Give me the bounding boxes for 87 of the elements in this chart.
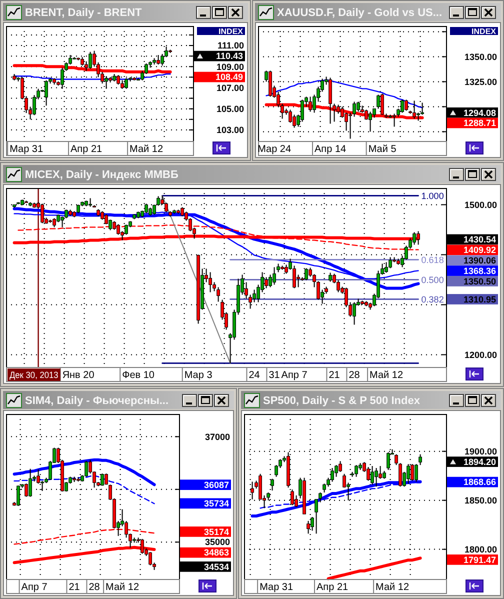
text: 1894.20 <box>463 456 496 467</box>
y-tick-label: 105.00 <box>216 104 244 114</box>
text: 35174 <box>204 526 229 537</box>
y-tick-label: 37000 <box>204 432 230 442</box>
text: 1310.95 <box>463 294 496 304</box>
x-tick-label: Мар 24 <box>258 144 292 155</box>
candlestick <box>268 274 272 288</box>
line-series <box>12 458 156 486</box>
x-tick-label: 28 <box>348 370 360 381</box>
text: 108.49 <box>215 72 243 82</box>
text: 35734 <box>204 498 229 509</box>
series-label: 1.000 <box>421 190 444 201</box>
line-series <box>12 207 420 290</box>
x-tick-label: Апр 14 <box>314 144 347 155</box>
candlestick <box>334 464 338 478</box>
y-tick-label: 1325.00 <box>464 76 497 87</box>
x-tick-label: Май 12 <box>106 582 140 593</box>
chart-title: SIM4, Daily - Фьючерсны... <box>25 395 169 407</box>
candlestick <box>272 266 276 286</box>
y-tick-label: 1800.00 <box>464 544 497 554</box>
candlestick <box>414 464 418 482</box>
x-tick-label: Янв 20 <box>62 370 95 381</box>
x-tick-label: Май 5 <box>368 144 397 155</box>
y-tick-label: 109.00 <box>216 62 244 72</box>
y-tick-label: 1350.00 <box>464 52 497 62</box>
y-tick-label: 103.00 <box>216 125 244 136</box>
y-tick-label: 35000 <box>204 537 230 548</box>
x-tick-label: 31 <box>268 370 280 381</box>
text: 1288.71 <box>463 118 496 128</box>
chart-title: MICEX, Daily - Индекс ММВБ <box>25 169 178 181</box>
text: 34863 <box>204 548 229 558</box>
x-tick-label: Фев 10 <box>122 370 155 381</box>
text: 1350.50 <box>463 276 496 286</box>
line-series <box>162 195 231 364</box>
line-series <box>266 79 423 108</box>
candlestick <box>108 219 112 231</box>
y-axis-title: INDEX <box>218 27 244 36</box>
candlestick <box>288 109 292 124</box>
chart-title: SP500, Daily - S & P 500 Index <box>263 395 421 407</box>
candlestick <box>412 232 416 246</box>
candlestick <box>342 473 346 488</box>
x-tick-label: Май 12 <box>376 582 410 593</box>
text: 1409.92 <box>463 245 496 256</box>
text: 1791.47 <box>463 554 496 565</box>
y-tick-label: 1900.00 <box>464 446 497 456</box>
y-tick-label: 111.00 <box>217 40 244 51</box>
series-label: 0.618 <box>421 254 444 265</box>
x-tick-label: Апр 7 <box>281 370 308 381</box>
x-tick-label: Дек 30, 2013 <box>10 370 62 380</box>
text: 1294.08 <box>463 108 496 118</box>
x-tick-label: Мар 3 <box>184 370 213 381</box>
x-tick-label: Апр 7 <box>21 582 48 593</box>
x-tick-label: Мар 31 <box>260 582 294 593</box>
x-tick-label: 28 <box>88 582 100 593</box>
series-label: 0.382 <box>421 294 444 304</box>
text: 110.43 <box>216 51 243 62</box>
candlestick <box>388 256 392 269</box>
candlestick <box>84 460 88 478</box>
x-tick-label: 21 <box>68 582 80 593</box>
x-tick-label: Май 12 <box>130 144 164 155</box>
x-tick-label: Мар 31 <box>10 144 44 155</box>
y-tick-label: 107.00 <box>216 82 244 93</box>
text: 1868.66 <box>463 477 496 488</box>
candlestick <box>318 492 322 503</box>
text: 1368.36 <box>463 266 496 276</box>
candlestick <box>354 464 358 478</box>
text: 36087 <box>204 480 229 490</box>
y-axis-title: INDEX <box>472 27 497 36</box>
x-tick-label: Май 12 <box>370 370 404 381</box>
candlestick <box>208 272 212 293</box>
y-tick-label: 1200.00 <box>464 350 497 360</box>
x-tick-label: Апр 21 <box>70 144 103 155</box>
y-tick-label: 1500.00 <box>464 200 497 210</box>
y-tick-label: 1850.00 <box>464 495 497 506</box>
text: 34534 <box>204 562 229 572</box>
candlestick <box>418 454 422 466</box>
text: 1430.54 <box>463 234 496 245</box>
line-series <box>326 556 422 580</box>
x-tick-label: 24 <box>248 370 260 381</box>
x-tick-label: Апр 21 <box>316 582 349 593</box>
chart-title: XAUUSD.F, Daily - Gold vs US... <box>277 7 442 19</box>
text: 1390.06 <box>463 256 496 266</box>
x-tick-label: 21 <box>328 370 340 381</box>
chart-title: BRENT, Daily - BRENT <box>25 7 142 19</box>
candlestick <box>374 467 378 488</box>
series-label: 0.500 <box>421 274 444 285</box>
candlestick <box>28 468 32 498</box>
